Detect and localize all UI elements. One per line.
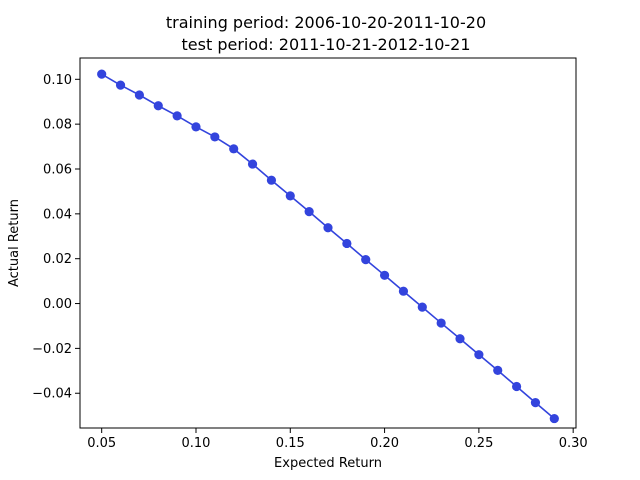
data-point xyxy=(115,80,126,90)
x-tick-label: 0.15 xyxy=(276,436,305,451)
x-tick-label: 0.25 xyxy=(464,436,493,451)
x-tick-label: 0.30 xyxy=(559,436,588,451)
y-tick-label: 0.10 xyxy=(43,73,72,88)
data-point xyxy=(191,122,201,132)
x-axis-label: Expected Return xyxy=(274,456,382,471)
y-tick-label: 0.06 xyxy=(43,163,72,178)
y-tick-label: −0.02 xyxy=(32,342,72,357)
data-point xyxy=(304,207,314,217)
y-tick-label: −0.04 xyxy=(32,387,72,402)
data-point xyxy=(417,302,427,312)
x-tick-label: 0.05 xyxy=(87,436,116,451)
data-point xyxy=(361,254,371,265)
data-point xyxy=(266,175,277,185)
chart-title-line-2: test period: 2011-10-21-2012-10-21 xyxy=(182,35,471,54)
x-axis-ticks: 0.05 0.10 0.15 0.20 0.25 0.30 xyxy=(87,428,588,451)
y-axis-label: Actual Return xyxy=(7,199,22,287)
y-tick-label: 0.04 xyxy=(43,207,72,222)
x-tick-label: 0.10 xyxy=(182,436,211,451)
data-point xyxy=(210,132,220,142)
data-point xyxy=(134,90,145,100)
data-point xyxy=(172,111,182,121)
data-point xyxy=(379,270,390,280)
y-tick-label: 0.08 xyxy=(43,118,72,133)
data-point xyxy=(474,350,484,360)
y-tick-label: 0.02 xyxy=(43,252,72,267)
y-tick-label: 0.00 xyxy=(43,297,72,312)
y-axis-ticks: −0.04 −0.02 0.00 0.02 0.04 0.06 0.08 0.10 xyxy=(32,73,80,402)
data-point xyxy=(285,191,295,201)
plot-frame xyxy=(79,57,577,429)
data-point xyxy=(229,144,239,154)
x-tick-label: 0.20 xyxy=(370,436,399,451)
data-point xyxy=(511,381,522,392)
data-point xyxy=(97,69,107,79)
series-layer xyxy=(97,69,559,424)
data-point xyxy=(455,334,465,344)
chart-title-line-1: training period: 2006-10-20-2011-10-20 xyxy=(166,13,486,32)
data-point xyxy=(342,238,352,249)
data-point xyxy=(398,286,409,296)
data-point xyxy=(493,365,503,375)
data-point xyxy=(530,398,541,408)
data-point xyxy=(323,223,333,233)
data-point xyxy=(153,101,163,111)
data-point xyxy=(247,159,258,169)
data-point xyxy=(436,318,446,328)
data-point xyxy=(549,413,559,424)
